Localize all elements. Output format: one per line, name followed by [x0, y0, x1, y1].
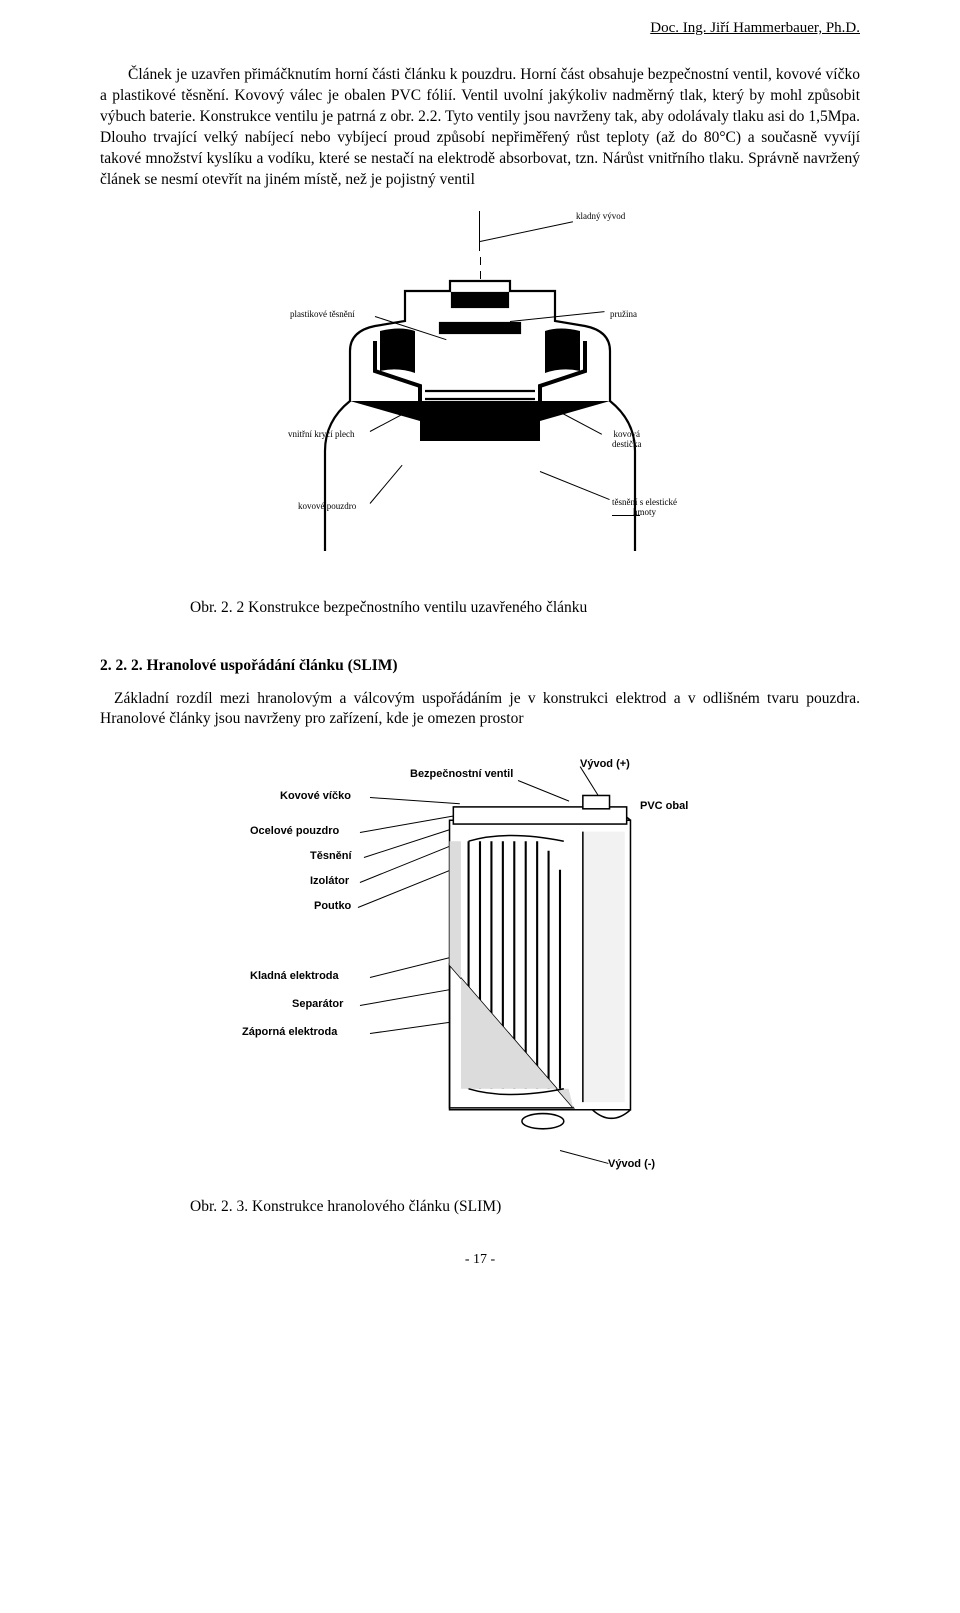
paragraph-2: Základní rozdíl mezi hranolovým a válcov…: [100, 689, 860, 731]
label-vyvod-minus: Vývod (-): [608, 1158, 655, 1170]
label-pvc-obal: PVC obal: [640, 800, 688, 812]
label-separator: Separátor: [292, 998, 343, 1010]
label-ocelove-pouzdro: Ocelové pouzdro: [250, 825, 339, 837]
label-izolator: Izolátor: [310, 875, 349, 887]
label-poutko: Poutko: [314, 900, 351, 912]
page-number: - 17 -: [100, 1252, 860, 1268]
label-vyvod-plus: Vývod (+): [580, 758, 630, 770]
label-tesneni: Těsnění: [310, 850, 352, 862]
label-bezpecnostni-ventil: Bezpečnostní ventil: [410, 768, 513, 780]
label-kovove-vicko: Kovové víčko: [280, 790, 351, 802]
page-header: Doc. Ing. Jiří Hammerbauer, Ph.D.: [100, 20, 860, 37]
figure-1: kladný vývod plastikové těsnění pružina …: [100, 211, 860, 571]
section-2-2-2-title: 2. 2. 2. Hranolové uspořádání článku (SL…: [100, 657, 860, 675]
paragraph-1: Článek je uzavřen přimáčknutím horní čás…: [100, 65, 860, 191]
figure-2: Kovové víčko Ocelové pouzdro Těsnění Izo…: [100, 750, 860, 1180]
figure-2-caption: Obr. 2. 3. Konstrukce hranolového článku…: [100, 1198, 860, 1216]
label-kladny-vyvod: kladný vývod: [576, 211, 625, 221]
label-zaporna-elektroda: Záporná elektroda: [242, 1026, 337, 1038]
figure-1-caption: Obr. 2. 2 Konstrukce bezpečnostního vent…: [100, 599, 860, 617]
label-kladna-elektroda: Kladná elektroda: [250, 970, 339, 982]
